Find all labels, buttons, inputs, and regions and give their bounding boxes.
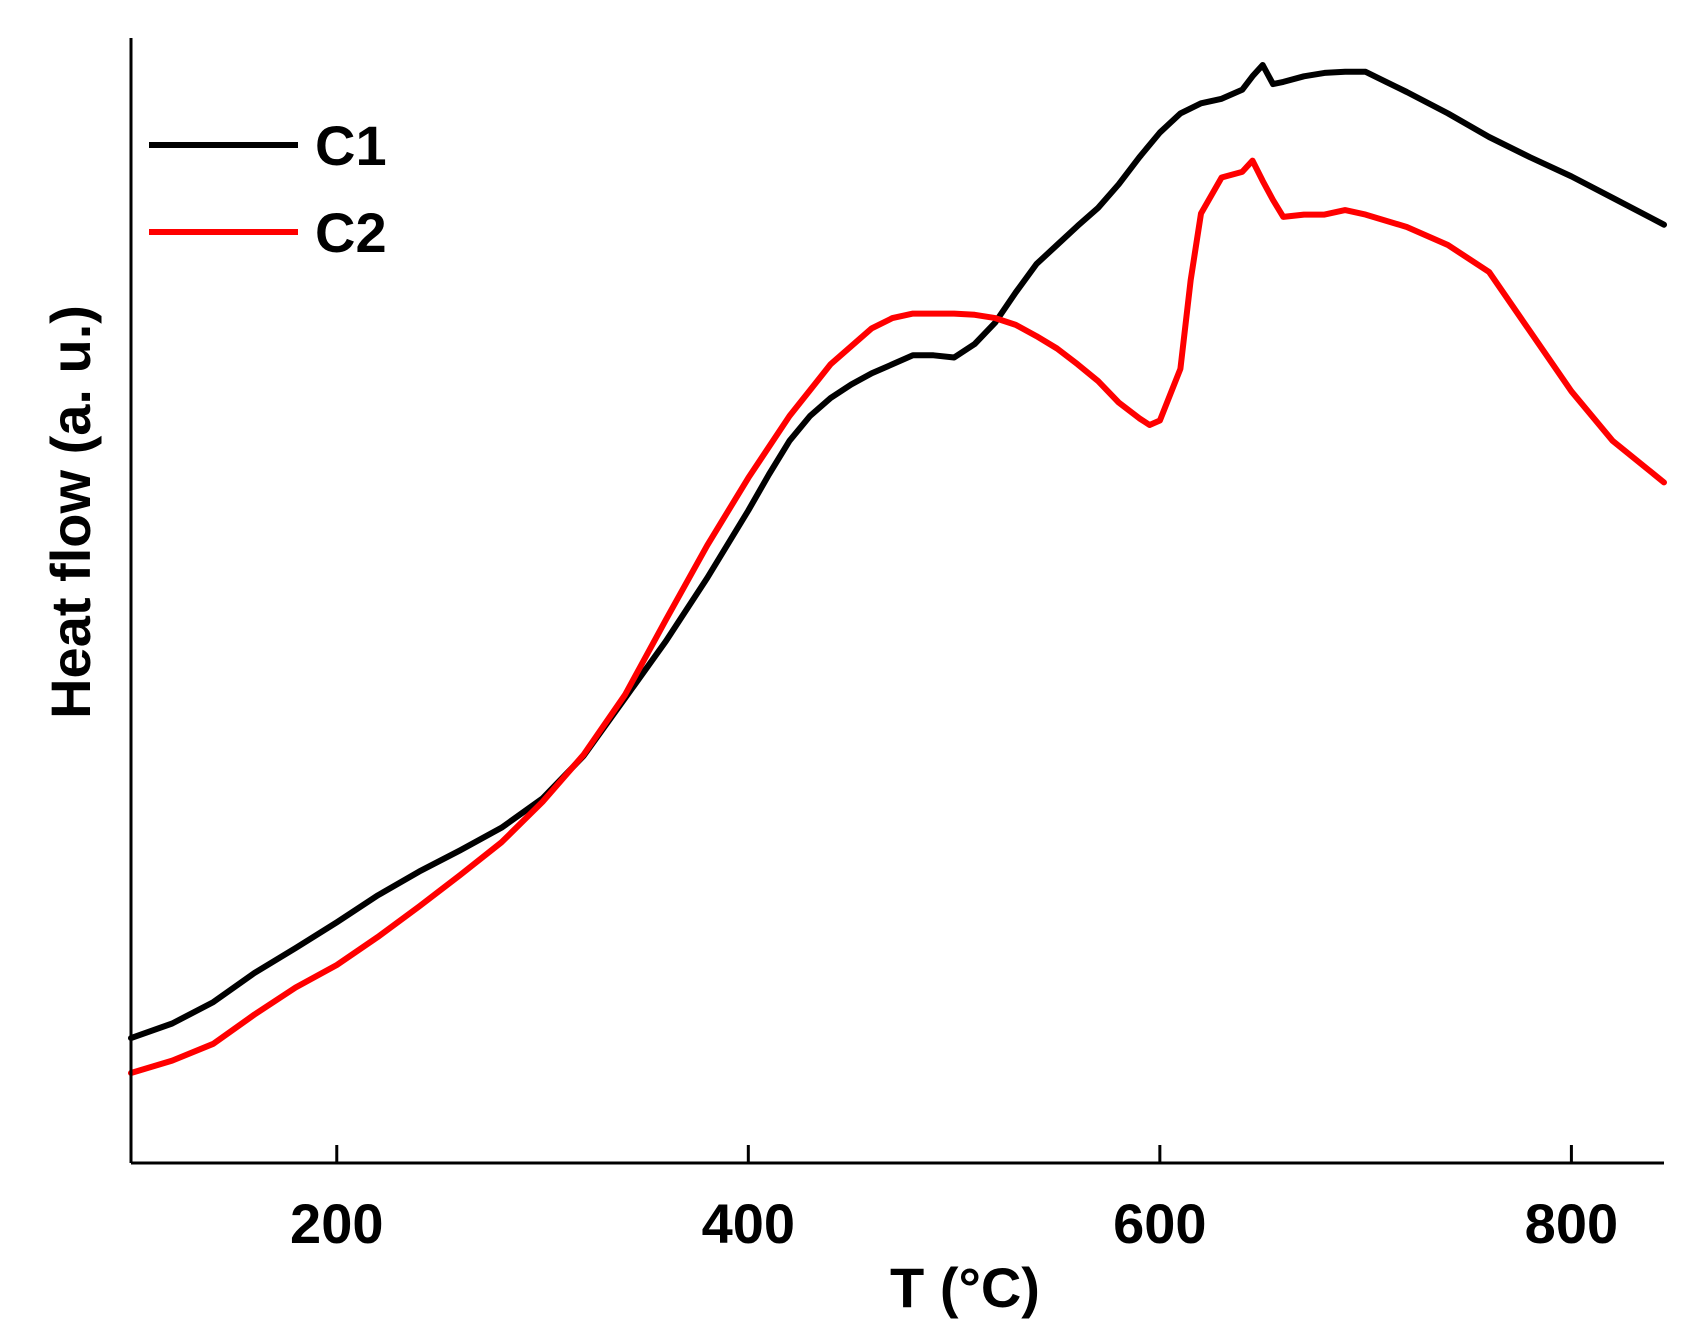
legend-label-c1: C1 (315, 114, 387, 177)
legend: C1 C2 (149, 114, 387, 264)
x-tick-label: 200 (290, 1192, 383, 1255)
series-layer (128, 62, 1667, 1076)
series-line-c2 (128, 157, 1667, 1076)
series-line-c1 (128, 62, 1667, 1042)
x-tick-label: 600 (1113, 1192, 1206, 1255)
x-ticks: 200 400 600 800 (290, 1145, 1618, 1255)
x-tick-label: 800 (1525, 1192, 1618, 1255)
x-axis-title: T (°C) (890, 1256, 1040, 1319)
x-tick-label: 400 (702, 1192, 795, 1255)
legend-label-c2: C2 (315, 201, 387, 264)
y-axis-title: Heat flow (a. u.) (39, 305, 102, 719)
